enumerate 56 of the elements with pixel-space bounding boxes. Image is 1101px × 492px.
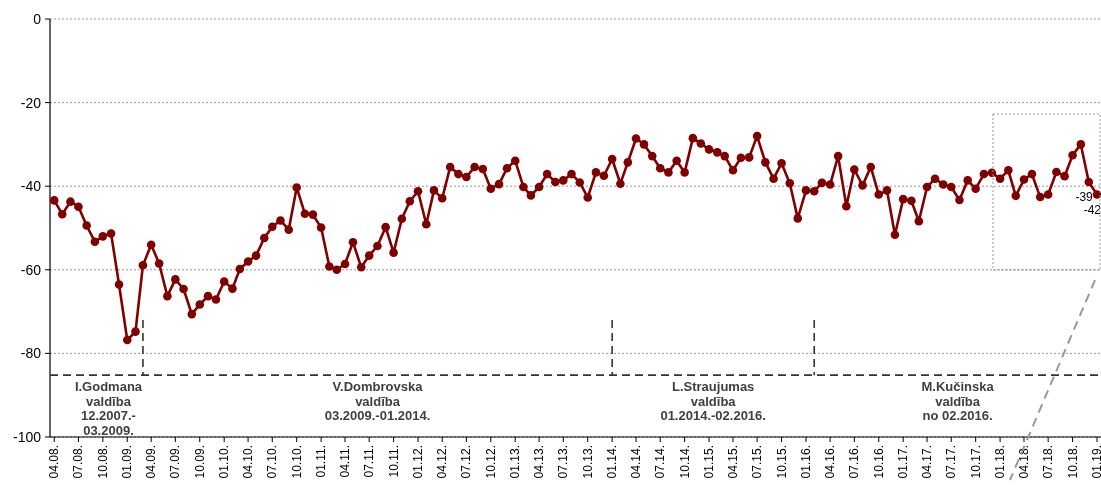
x-tick-label: 04.08. <box>47 445 62 479</box>
x-tick-label: 10.10. <box>289 445 304 479</box>
x-tick-label: 10.16. <box>871 445 886 479</box>
x-tick-label: 04.14. <box>629 445 644 479</box>
y-tick-label: -80 <box>20 345 42 362</box>
x-tick-label: 01.19. <box>1090 445 1101 479</box>
x-tick-label: 10.17. <box>968 445 983 479</box>
y-tick-label: -20 <box>20 94 42 111</box>
x-tick-label: 10.15. <box>774 445 789 479</box>
x-tick-label: 10.12. <box>483 445 498 479</box>
x-tick-label: 04.18. <box>1016 445 1031 479</box>
y-tick-label: -100 <box>12 428 42 445</box>
annotation: I.Godmana valdība 12.2007.- 03.2009. <box>74 379 143 438</box>
x-tick-label: 07.15. <box>750 445 765 479</box>
x-tick-label: 01.18. <box>993 445 1008 479</box>
x-tick-label: 10.11. <box>386 445 401 478</box>
x-tick-label: 04.10. <box>241 445 256 479</box>
y-tick-label: -40 <box>20 178 42 195</box>
x-tick-label: 10.08. <box>95 445 110 479</box>
x-tick-label: 01.14. <box>605 445 620 479</box>
x-tick-label: 01.16. <box>798 445 813 479</box>
x-tick-label: 07.14. <box>653 445 668 479</box>
x-tick-label: 04.13. <box>532 445 547 479</box>
x-tick-label: 01.13. <box>508 445 523 479</box>
x-tick-label: 01.11. <box>314 445 329 478</box>
x-tick-label: 07.18. <box>1041 445 1056 479</box>
x-tick-label: 01.15. <box>702 445 717 479</box>
y-tick-label: -60 <box>20 261 42 278</box>
x-tick-label: 07.13. <box>556 445 571 479</box>
x-tick-label: 07.10. <box>265 445 280 479</box>
x-tick-label: 04.09. <box>144 445 159 479</box>
data-label: -39 <box>1075 190 1094 205</box>
x-tick-label: 04.16. <box>823 445 838 479</box>
x-tick-label: 10.18. <box>1065 445 1080 479</box>
annotation: M.Kučinska valdība no 02.2016. <box>921 379 995 424</box>
x-tick-label: 07.17. <box>944 445 959 479</box>
x-tick-label: 10.09. <box>192 445 207 479</box>
x-tick-label: 07.12. <box>459 445 474 479</box>
x-tick-label: 01.12. <box>411 445 426 479</box>
x-tick-label: 07.09. <box>168 445 183 479</box>
x-tick-label: 01.17. <box>896 445 911 479</box>
x-tick-label: 01.09. <box>120 445 135 479</box>
x-tick-label: 07.11. <box>362 445 377 478</box>
x-tick-label: 04.17. <box>920 445 935 479</box>
x-tick-label: 04.11. <box>338 445 353 478</box>
x-tick-label: 10.13. <box>580 445 595 479</box>
x-tick-label: 04.12. <box>435 445 450 479</box>
annotation: L.Straujumas valdība 01.2014.-02.2016. <box>660 379 766 424</box>
annotation: V.Dombrovska valdība 03.2009.-01.2014. <box>324 379 431 424</box>
x-tick-label: 04.15. <box>725 445 740 479</box>
x-tick-label: 10.14. <box>677 445 692 479</box>
x-tick-label: 01.10. <box>217 445 232 479</box>
data-label: -42 <box>1083 202 1101 217</box>
y-tick-label: 0 <box>33 10 42 27</box>
x-tick-label: 07.16. <box>847 445 862 479</box>
x-tick-label: 07.08. <box>71 445 86 479</box>
